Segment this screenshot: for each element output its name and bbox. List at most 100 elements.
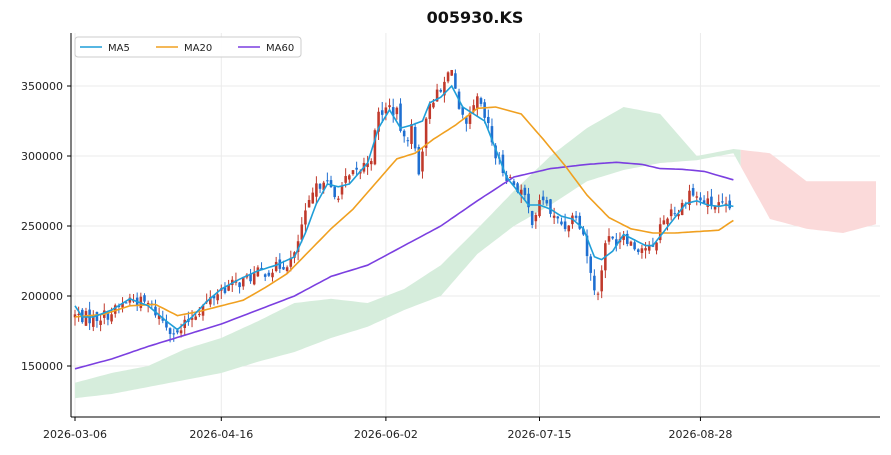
candle-body [563, 221, 567, 229]
candle-body [501, 154, 505, 174]
candle-body [677, 213, 680, 217]
candle-body [699, 197, 702, 201]
candle-body [300, 224, 304, 240]
candle-body [428, 103, 432, 119]
candle-body [344, 176, 347, 183]
candle-body [157, 314, 161, 320]
candle-body [454, 73, 457, 89]
y-axis-ticks: 150000 200000 250000 300000 350000 [21, 80, 71, 373]
legend-label: MA5 [108, 43, 130, 54]
candle-body [285, 267, 289, 271]
candle-body [662, 220, 666, 225]
x-axis-ticks: 2026-03-06 2026-04-16 2026-06-02 2026-07-15… [43, 417, 732, 441]
candle-body [629, 241, 633, 246]
candle-body [611, 236, 614, 239]
ma20-line [74, 106, 734, 318]
y-tick-label: 250000 [21, 220, 63, 233]
candle-body [541, 196, 545, 201]
candle-body [527, 193, 530, 208]
candle-body [432, 102, 435, 108]
candle-body [326, 180, 329, 182]
candle-body [223, 287, 227, 293]
candle-body [84, 311, 88, 326]
candle-body [582, 228, 585, 235]
candle-body [249, 273, 252, 282]
candle-body [271, 272, 274, 278]
candle-body [95, 312, 99, 322]
ma5-line [74, 84, 734, 331]
candle-body [530, 211, 534, 225]
candle-body [717, 202, 721, 206]
candle-body [512, 181, 516, 186]
candle-body [669, 209, 673, 217]
candle-body [198, 313, 201, 316]
candle-body [391, 107, 395, 116]
candle-body [377, 111, 380, 132]
candle-body [238, 282, 241, 288]
candle-body [508, 177, 512, 179]
candle-body [534, 215, 538, 222]
candle-body [688, 190, 691, 205]
candle-body [626, 233, 629, 244]
candle-body [424, 118, 428, 148]
candle-body [549, 199, 552, 214]
x-tick-label: 2026-08-28 [668, 428, 732, 441]
candle-body [691, 188, 695, 196]
candle-body [351, 170, 355, 175]
candle-body [607, 236, 611, 242]
candle-body [307, 199, 311, 208]
candle-body [117, 305, 121, 307]
candle-body [143, 295, 146, 302]
candle-body [545, 200, 549, 204]
candle-body [636, 249, 640, 252]
candle-body [666, 218, 669, 225]
candle-body [406, 140, 410, 142]
candle-body [567, 225, 571, 232]
candle-body [439, 89, 443, 92]
x-tick-label: 2026-03-06 [43, 428, 107, 441]
candle-body [340, 186, 344, 195]
candle-body [600, 270, 603, 292]
candle-body [190, 317, 194, 320]
candle-body [402, 130, 406, 137]
candle-body [282, 266, 285, 270]
candle-body [446, 72, 450, 82]
candle-body [465, 117, 468, 124]
candle-body [179, 330, 183, 334]
candle-body [304, 210, 307, 225]
candle-body [329, 180, 333, 187]
legend-label: MA20 [184, 43, 212, 54]
legend-label: MA60 [266, 43, 294, 54]
candle-body [658, 224, 662, 241]
candle-body [212, 295, 216, 299]
candle-body [322, 182, 325, 191]
candle-body [384, 107, 388, 114]
y-tick-label: 300000 [21, 150, 63, 163]
y-tick-label: 150000 [21, 360, 63, 373]
candle-body [274, 261, 278, 271]
candle-body [585, 235, 589, 257]
candle-body [128, 297, 132, 303]
candle-body [369, 161, 373, 165]
candle-body [263, 274, 267, 277]
candle-body [673, 213, 677, 215]
candle-body [241, 276, 245, 287]
ma60-line [74, 161, 734, 370]
y-tick-label: 200000 [21, 290, 63, 303]
candle-body [476, 96, 479, 109]
candle-body [702, 200, 706, 204]
candle-body [355, 167, 358, 170]
candle-body [574, 215, 578, 218]
candle-body [227, 284, 230, 291]
candle-body [289, 257, 293, 267]
cloud-bearish [740, 149, 876, 233]
candle-body [209, 297, 212, 305]
candle-body [413, 126, 417, 149]
candle-body [578, 215, 582, 229]
ichimoku-cloud [75, 107, 876, 399]
y-tick-label: 350000 [21, 80, 63, 93]
candle-body [113, 305, 117, 314]
candle-body [399, 103, 402, 131]
